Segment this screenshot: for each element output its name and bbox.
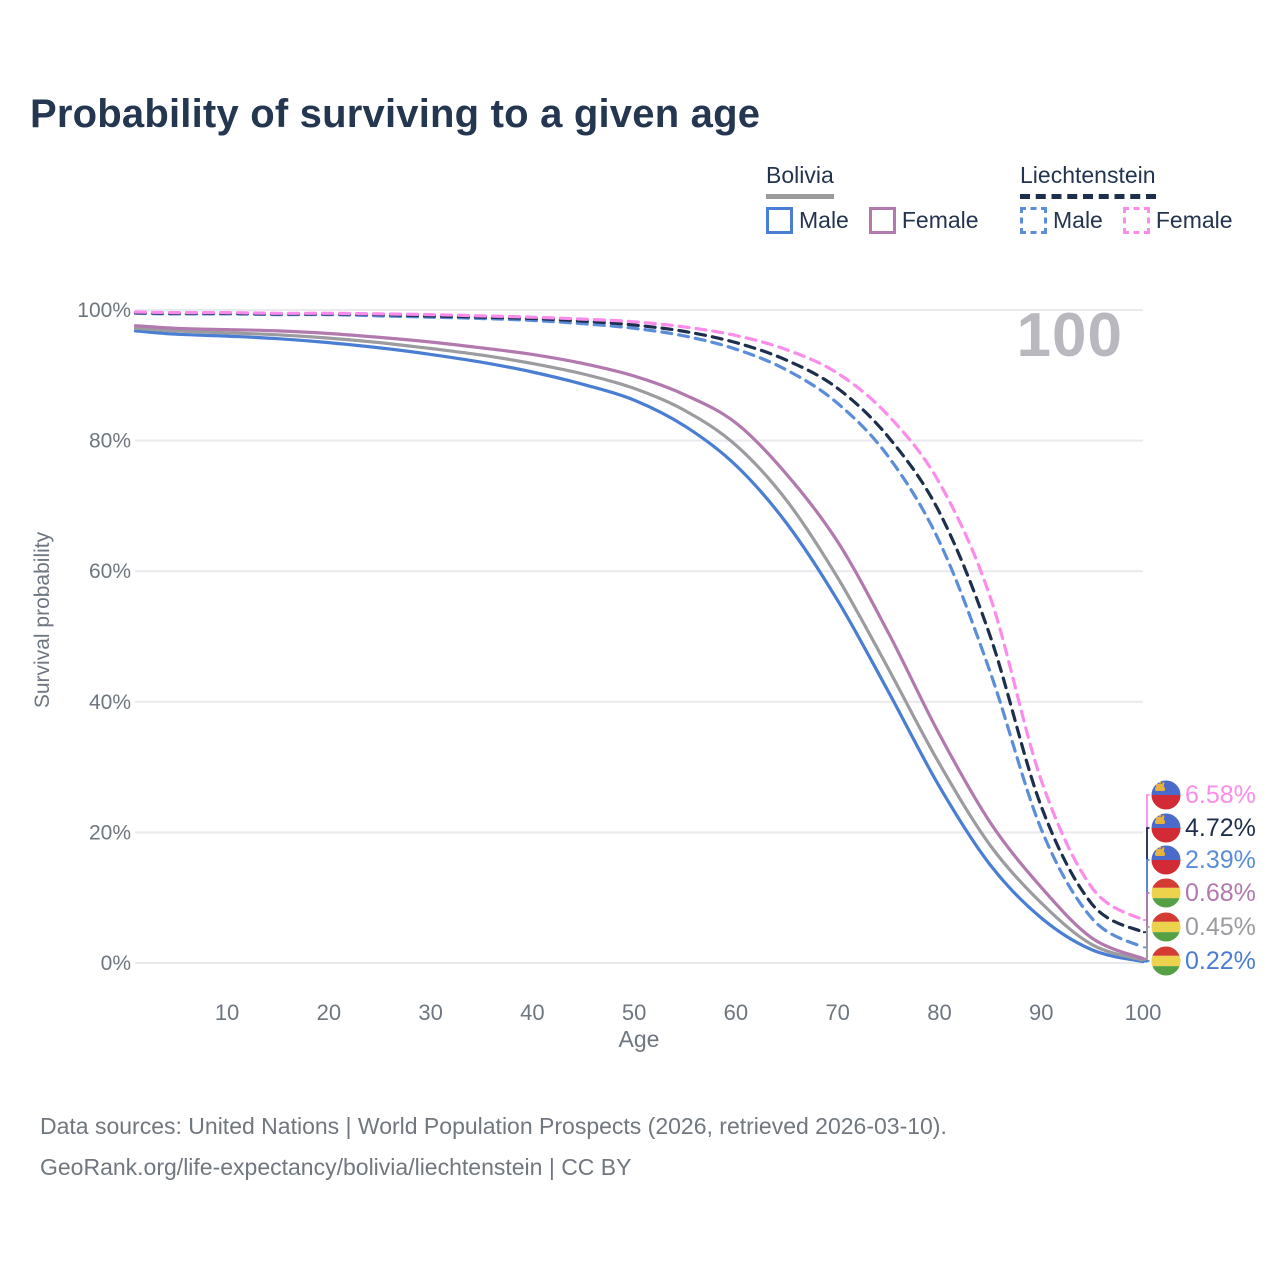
- liechtenstein-flag-icon: [1149, 811, 1183, 845]
- x-tick-label-40: 40: [520, 1000, 544, 1025]
- end-value-label-liechtenstein-female: 6.58%: [1185, 781, 1256, 809]
- footer-sources-line: Data sources: United Nations | World Pop…: [40, 1113, 947, 1139]
- end-value-label-bolivia-male: 0.22%: [1185, 947, 1256, 975]
- end-value-label-bolivia-total: 0.45%: [1185, 913, 1256, 941]
- end-value-label-liechtenstein-total: 4.72%: [1185, 814, 1256, 842]
- curve-liechtenstein-male: [133, 311, 1145, 949]
- x-tick-label-100: 100: [1125, 1000, 1162, 1025]
- age-counter-watermark: 100: [1016, 301, 1123, 370]
- y-tick-label-80%: 80%: [89, 430, 131, 453]
- bolivia-male-label[interactable]: Male: [799, 207, 849, 233]
- end-connector-bolivia-male: [1143, 960, 1151, 963]
- end-value-label-liechtenstein-male: 2.39%: [1185, 846, 1256, 874]
- end-connector-bolivia-female: [1143, 892, 1151, 960]
- x-tick-label-70: 70: [825, 1000, 849, 1025]
- page-title: Probability of surviving to a given age: [30, 92, 761, 136]
- curve-liechtenstein-total: [133, 311, 1145, 934]
- legend-bolivia: Bolivia Male Female: [766, 162, 999, 234]
- bolivia-flag-icon: [1149, 876, 1183, 910]
- legend-bolivia-row: Male Female: [766, 207, 999, 234]
- x-tick-label-60: 60: [724, 1000, 748, 1025]
- liechtenstein-flag-icon: [1149, 778, 1183, 812]
- legend-liechtenstein-title[interactable]: Liechtenstein: [1020, 162, 1156, 199]
- y-tick-label-60%: 60%: [89, 560, 131, 583]
- x-tick-label-90: 90: [1029, 1000, 1053, 1025]
- liechtenstein-female-label[interactable]: Female: [1155, 207, 1233, 233]
- x-tick-label-50: 50: [622, 1000, 646, 1025]
- x-tick-label-80: 80: [927, 1000, 951, 1025]
- y-tick-label-40%: 40%: [89, 691, 131, 714]
- legend-liechtenstein-row: Male Female: [1020, 207, 1253, 234]
- liechtenstein-male-label[interactable]: Male: [1053, 207, 1103, 233]
- end-value-label-bolivia-female: 0.68%: [1185, 879, 1256, 907]
- bolivia-female-swatch-icon[interactable]: [868, 207, 896, 234]
- bolivia-flag-icon: [1149, 910, 1183, 944]
- curve-bolivia-male: [133, 329, 1145, 964]
- liechtenstein-male-swatch-icon[interactable]: [1020, 207, 1047, 234]
- curve-liechtenstein-female: [133, 310, 1145, 922]
- curve-bolivia-female: [133, 324, 1145, 961]
- x-tick-label-30: 30: [418, 1000, 442, 1025]
- bolivia-flag-icon: [1149, 944, 1183, 978]
- bolivia-female-label[interactable]: Female: [901, 207, 979, 233]
- end-connector-bolivia-total: [1143, 926, 1151, 961]
- x-axis-title: Age: [618, 1026, 660, 1052]
- legend-bolivia-title[interactable]: Bolivia: [766, 162, 834, 199]
- footer: Data sources: United Nations | World Pop…: [40, 1106, 947, 1188]
- liechtenstein-female-swatch-icon[interactable]: [1122, 207, 1150, 234]
- bolivia-male-swatch-icon[interactable]: [766, 207, 793, 234]
- y-tick-label-0%: 0%: [101, 952, 131, 975]
- x-tick-label-20: 20: [317, 1000, 341, 1025]
- footer-attribution-line: GeoRank.org/life-expectancy/bolivia/liec…: [40, 1153, 632, 1180]
- x-tick-label-10: 10: [215, 1000, 239, 1025]
- liechtenstein-flag-icon: [1149, 843, 1183, 877]
- y-tick-label-100%: 100%: [77, 299, 131, 322]
- curve-bolivia-total: [133, 326, 1145, 962]
- y-tick-label-20%: 20%: [89, 821, 131, 844]
- legend-liechtenstein: Liechtenstein Male Female: [1020, 162, 1253, 234]
- y-axis-title: Survival probability: [31, 531, 54, 709]
